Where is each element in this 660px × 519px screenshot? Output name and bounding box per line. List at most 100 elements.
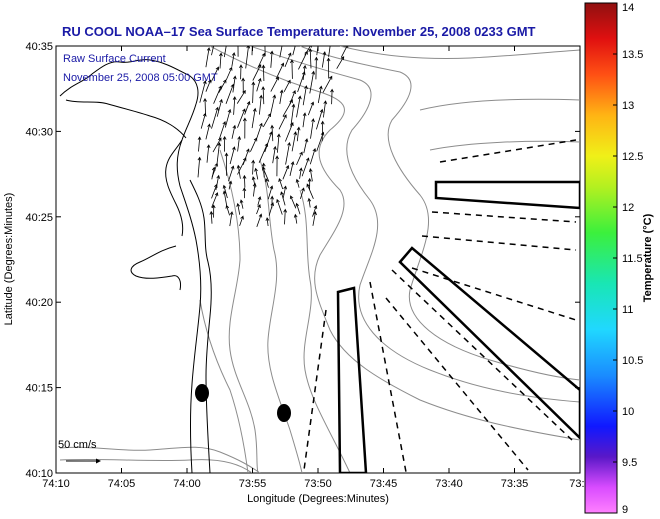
current-vector <box>295 202 301 215</box>
colorbar-tick-label: 11.5 <box>622 253 643 265</box>
mooring-marker <box>195 384 209 402</box>
current-vector <box>206 144 211 163</box>
current-vector <box>254 167 259 180</box>
current-vector <box>298 50 308 70</box>
colorbar-tick-label: 9 <box>622 504 628 516</box>
y-tick-label: 40:30 <box>25 126 53 138</box>
current-vector <box>228 165 235 182</box>
current-vector <box>270 76 279 92</box>
annotation-line-1: Raw Surface Current <box>63 53 166 65</box>
current-vector <box>312 211 317 226</box>
current-vector <box>251 46 253 56</box>
colorbar-tick-label: 12.5 <box>622 151 643 163</box>
current-vector <box>224 152 229 176</box>
current-vector <box>270 94 277 116</box>
current-vector <box>310 118 315 139</box>
current-vector <box>242 187 247 199</box>
current-vector <box>211 46 214 56</box>
current-vector <box>307 197 312 208</box>
current-vector <box>242 117 247 139</box>
current-vector <box>262 113 271 128</box>
x-tick-label: 73:45 <box>370 478 398 490</box>
current-vector <box>261 86 266 105</box>
current-vector <box>232 75 237 93</box>
current-vector <box>205 79 212 92</box>
current-vector <box>229 211 234 227</box>
current-vector <box>209 210 214 224</box>
current-vector <box>197 136 202 152</box>
current-vector <box>309 70 316 94</box>
x-tick-label: 73:55 <box>239 478 267 490</box>
current-vector <box>250 137 258 152</box>
current-vector <box>231 52 236 67</box>
colorbar-tick-label: 13.5 <box>622 49 643 61</box>
current-vector <box>293 213 298 224</box>
current-vector <box>300 187 305 200</box>
current-vector <box>237 46 239 57</box>
colorbar-tick-label: 13 <box>622 100 634 112</box>
current-vector <box>316 108 324 130</box>
current-vector <box>328 46 331 57</box>
colorbar-tick-label: 9.5 <box>622 457 637 469</box>
y-tick-label: 40:25 <box>25 212 53 224</box>
current-vector <box>272 145 277 164</box>
current-vector <box>278 114 287 130</box>
map-layer: Raw Surface Current November 25, 2008 05… <box>58 46 580 473</box>
current-vector <box>308 168 313 182</box>
current-vector <box>229 146 236 165</box>
current-vector <box>276 198 283 215</box>
current-vector <box>264 131 273 153</box>
current-vector <box>262 166 270 182</box>
current-vector <box>239 215 244 227</box>
current-vector <box>239 64 243 80</box>
colorbar-ticks: 14 13.5 13 12.5 12 11.5 11 10.5 10 9.5 9 <box>613 2 643 516</box>
current-vector <box>236 202 241 215</box>
current-vector <box>211 106 219 129</box>
current-vector <box>283 79 291 92</box>
current-vector <box>213 85 222 104</box>
current-vector <box>289 195 297 209</box>
current-vector <box>211 166 216 180</box>
current-vector <box>323 100 328 118</box>
current-vector <box>236 90 246 104</box>
y-tick-label: 40:15 <box>25 383 53 395</box>
current-vector <box>216 98 223 117</box>
current-vector <box>316 131 325 152</box>
current-vector <box>269 50 274 68</box>
current-vector <box>265 217 270 227</box>
current-vector <box>279 46 284 58</box>
current-vector <box>301 157 310 177</box>
x-axis-label: Longitude (Degrees:Minutes) <box>247 493 389 505</box>
current-vector <box>322 75 333 93</box>
current-vector <box>282 164 290 180</box>
current-vector <box>290 59 294 79</box>
scale-label: 50 cm/s <box>58 439 97 451</box>
current-vector <box>222 190 227 206</box>
current-vector <box>290 103 296 127</box>
surface-current-vectors <box>197 46 349 228</box>
current-vector <box>296 126 301 142</box>
map-title: RU COOL NOAA–17 Sea Surface Temperature:… <box>62 24 536 39</box>
current-vector <box>268 202 275 216</box>
mooring-marker <box>277 404 291 422</box>
current-vector <box>284 52 292 68</box>
current-vector <box>245 46 251 69</box>
current-vector <box>252 182 257 197</box>
x-tick-label: 74:00 <box>173 478 201 490</box>
y-axis-label: Latitude (Degrees:Minutes) <box>3 193 15 326</box>
current-vector <box>216 142 222 164</box>
current-vector <box>205 47 211 68</box>
current-vector <box>211 66 219 82</box>
current-vector <box>231 124 237 139</box>
current-vector <box>232 96 237 115</box>
current-vector <box>251 107 257 129</box>
current-vector <box>256 204 261 215</box>
current-vector <box>252 64 262 81</box>
current-vector <box>282 185 287 199</box>
current-vector <box>223 46 227 58</box>
y-axis-ticks: 40:35 40:30 40:25 40:20 40:15 40:10 <box>25 41 580 480</box>
current-vector <box>200 112 207 129</box>
y-tick-label: 40:35 <box>25 41 53 53</box>
current-vector <box>307 101 315 116</box>
current-vector <box>256 122 263 140</box>
